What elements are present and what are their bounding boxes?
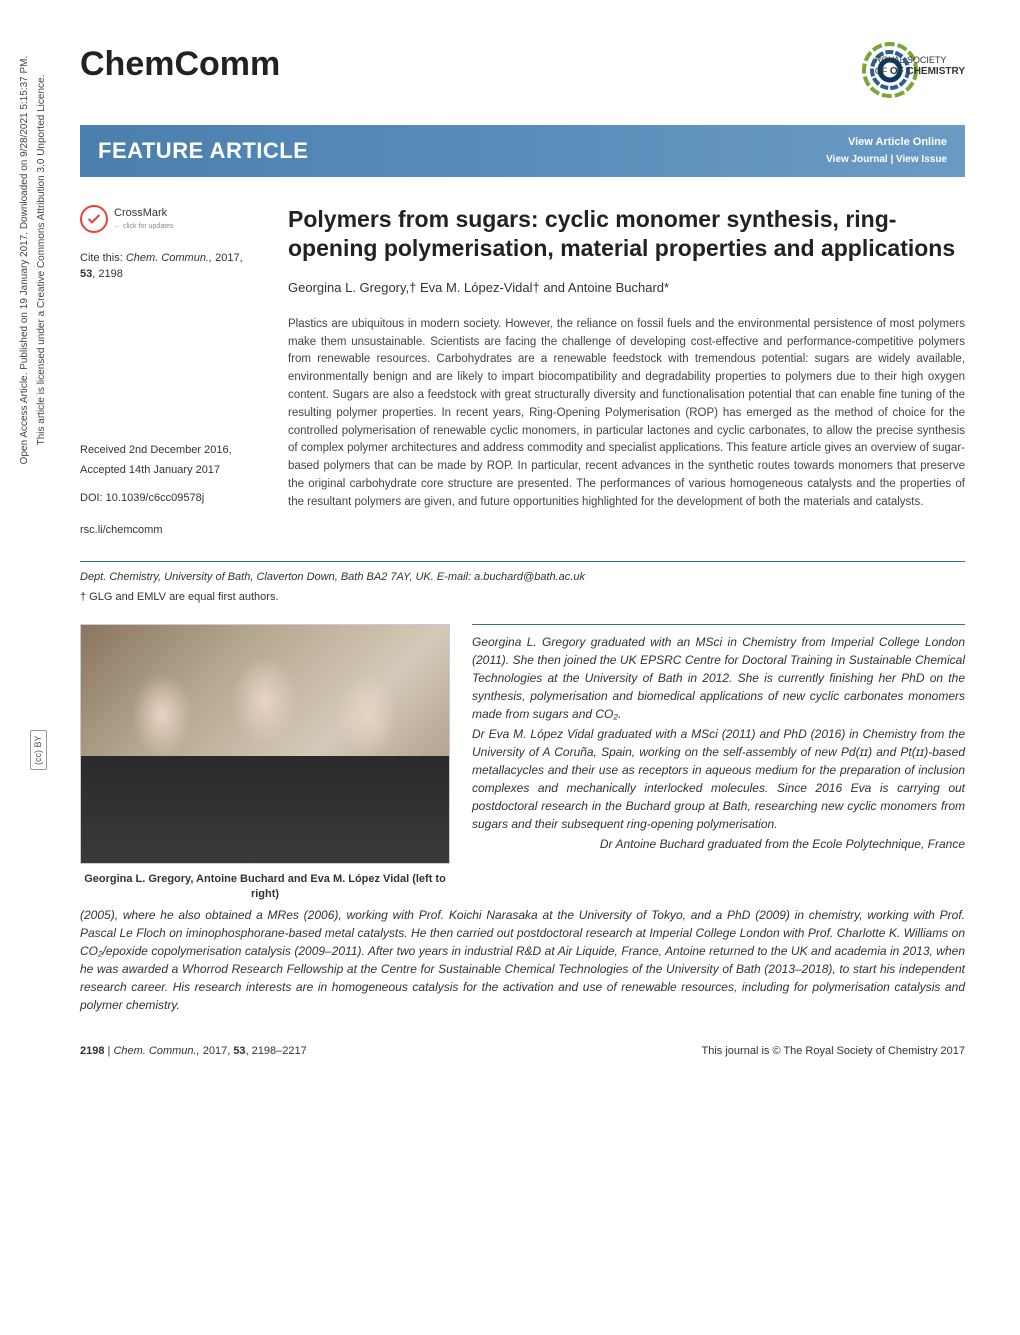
bio-text-right: Georgina L. Gregory graduated with an MS… <box>472 624 965 902</box>
author-bio-section: Georgina L. Gregory, Antoine Buchard and… <box>80 624 965 902</box>
author-photo <box>80 624 450 864</box>
view-journal-issue-link[interactable]: View Journal | View Issue <box>826 154 947 165</box>
bio-para-3-continued: (2005), where he also obtained a MRes (2… <box>80 906 965 1014</box>
rsc-logo: ROYAL SOCIETY OF OF CHEMISTRY <box>835 40 965 100</box>
download-info-sidebar: Open Access Article. Published on 19 Jan… <box>18 0 49 520</box>
metadata-column: CrossMark ← click for updates Cite this:… <box>80 205 260 539</box>
logo-text-2: OF OF CHEMISTRY <box>875 66 965 76</box>
affiliation: Dept. Chemistry, University of Bath, Cla… <box>80 570 965 586</box>
cc-by-badge: (cc) BY <box>30 730 47 770</box>
journal-name: ChemComm <box>80 40 280 89</box>
banner-links: View Article Online View Journal | View … <box>826 135 947 167</box>
citation: Cite this: Chem. Commun., 2017, 53, 2198 <box>80 251 260 283</box>
article-type: FEATURE ARTICLE <box>98 135 308 167</box>
rsc-short-link[interactable]: rsc.li/chemcomm <box>80 524 163 536</box>
author-footnote: † GLG and EMLV are equal first authors. <box>80 590 965 606</box>
crossmark-label: CrossMark <box>114 206 174 222</box>
bio-para-3-start: Dr Antoine Buchard graduated from the Ec… <box>472 835 965 853</box>
crossmark-icon <box>80 205 108 233</box>
logo-text-1: ROYAL SOCIETY <box>875 55 947 65</box>
article-content: Polymers from sugars: cyclic monomer syn… <box>288 205 965 539</box>
article-type-banner: FEATURE ARTICLE View Article Online View… <box>80 125 965 177</box>
bio-para-2: Dr Eva M. López Vidal graduated with a M… <box>472 725 965 833</box>
doi: DOI: 10.1039/c6cc09578j <box>80 491 260 507</box>
photo-caption: Georgina L. Gregory, Antoine Buchard and… <box>80 872 450 902</box>
crossmark-sublabel: ← click for updates <box>114 222 174 232</box>
accepted-date: Accepted 14th January 2017 <box>80 463 260 479</box>
abstract: Plastics are ubiquitous in modern societ… <box>288 316 965 512</box>
sidebar-line2: This article is licensed under a Creativ… <box>35 0 50 520</box>
sidebar-line1: Open Access Article. Published on 19 Jan… <box>19 56 30 465</box>
view-article-online-link[interactable]: View Article Online <box>848 136 947 148</box>
authors: Georgina L. Gregory,† Eva M. López-Vidal… <box>288 279 965 298</box>
page-header: ChemComm ROYAL SOCIETY OF OF CHEMISTRY <box>80 40 965 100</box>
crossmark-badge[interactable]: CrossMark ← click for updates <box>80 205 260 233</box>
page-number: 2198 <box>80 1045 104 1057</box>
received-date: Received 2nd December 2016, <box>80 443 260 459</box>
page-footer: 2198 | Chem. Commun., 2017, 53, 2198–221… <box>80 1044 965 1060</box>
article-title: Polymers from sugars: cyclic monomer syn… <box>288 205 965 263</box>
bio-para-1: Georgina L. Gregory graduated with an MS… <box>472 633 965 723</box>
copyright: This journal is © The Royal Society of C… <box>702 1044 965 1060</box>
